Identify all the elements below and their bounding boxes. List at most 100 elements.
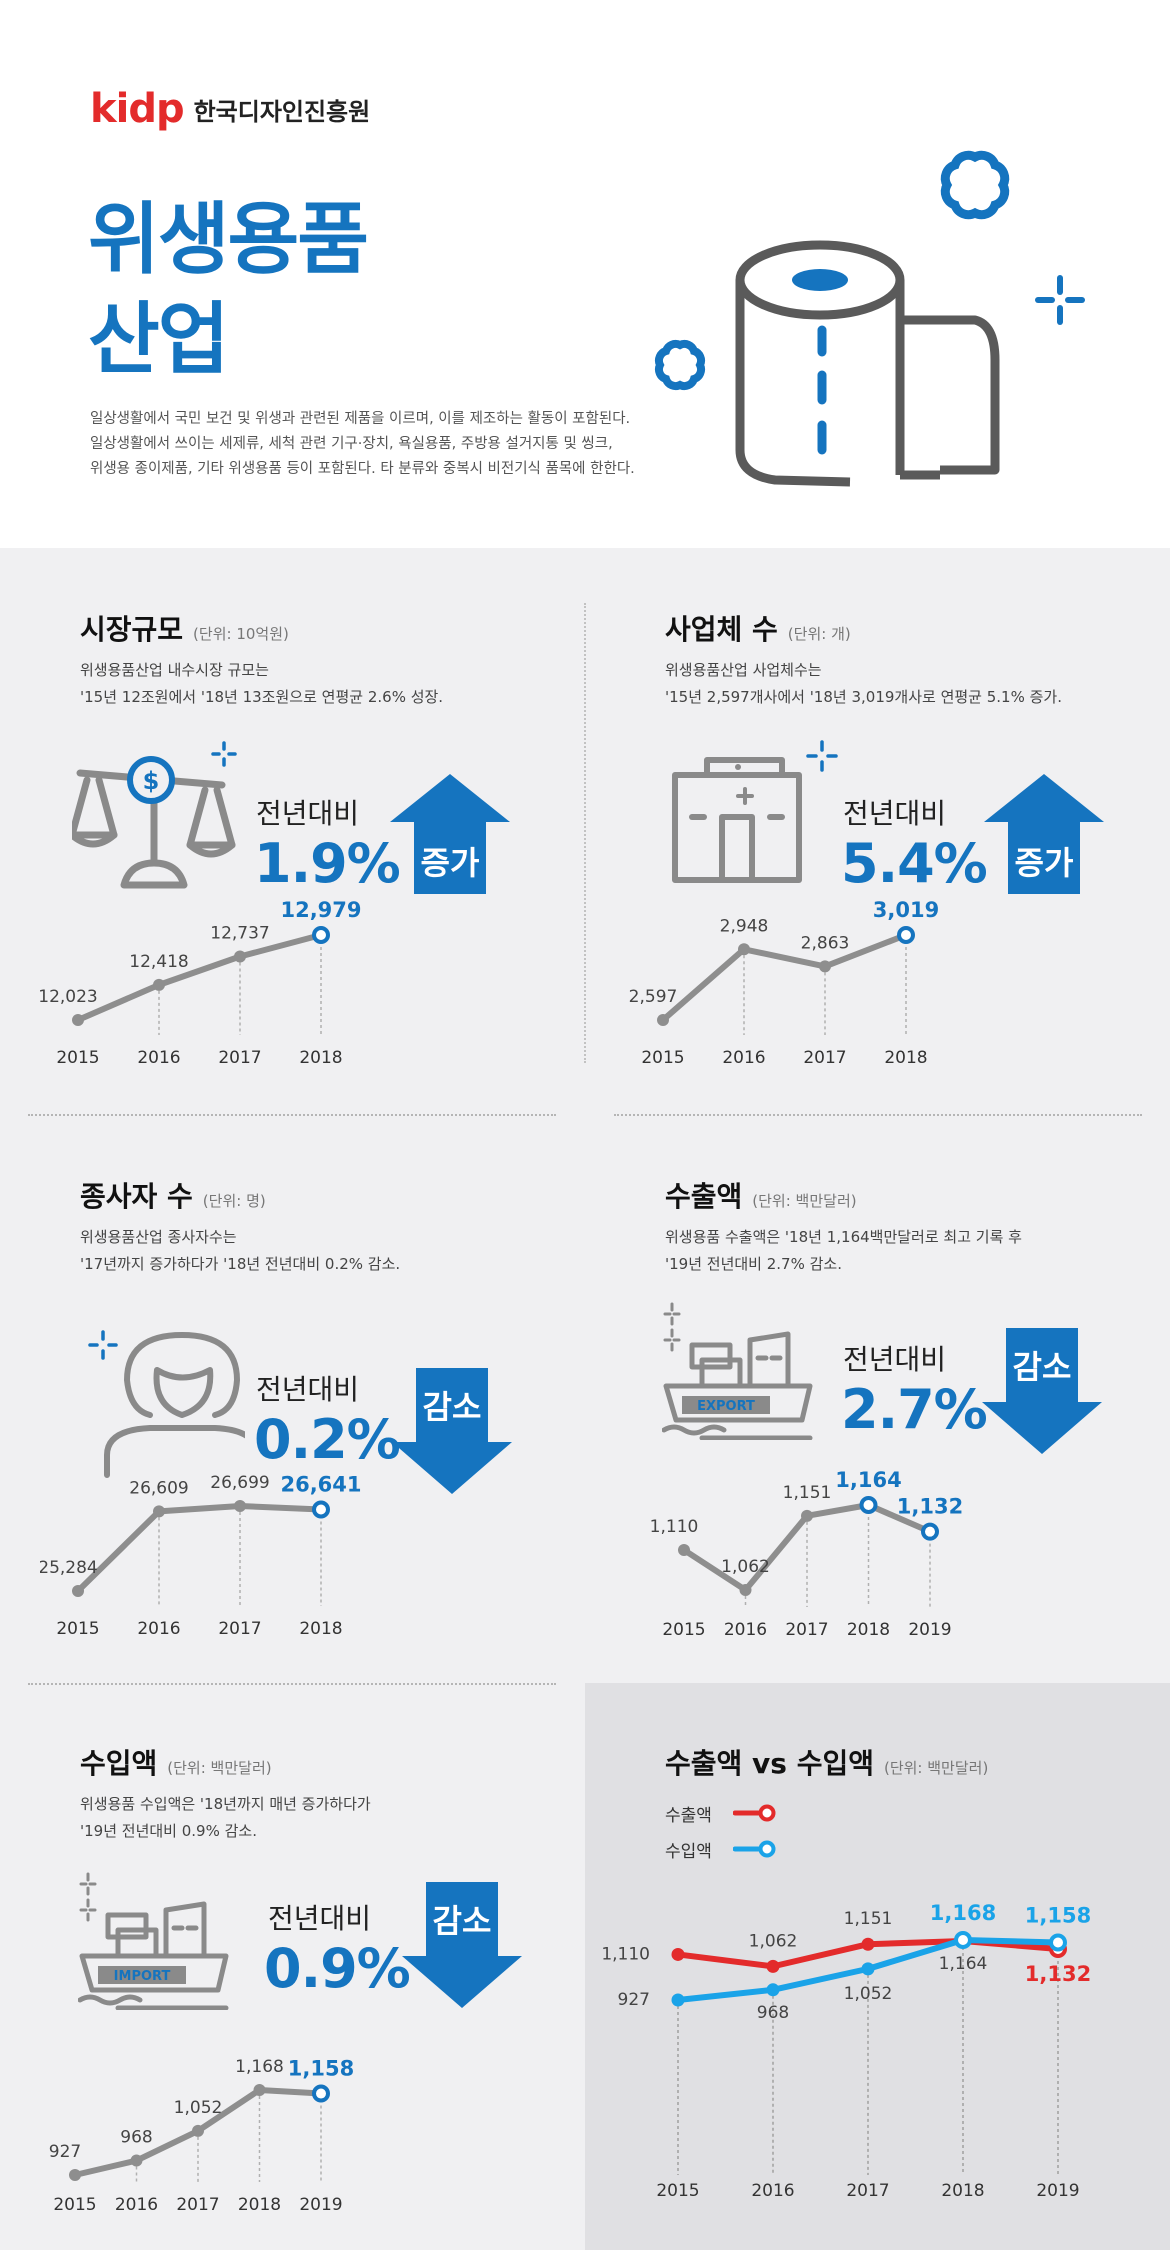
x-tick-label: 2015 — [56, 1619, 99, 1639]
yoy-label: 전년대비 — [843, 1343, 947, 1376]
x-tick-label: 2018 — [847, 1620, 890, 1640]
description-line: '15년 12조원에서 '18년 13조원으로 연평균 2.6% 성장. — [80, 688, 444, 706]
data-point — [678, 1544, 690, 1556]
companies-chart: 2,597 2,948 2,863 3,019 2015 2016 2017 2018 — [629, 898, 940, 1068]
data-label: 1,164 — [835, 1468, 901, 1492]
section-title: 수입액 (단위: 백만달러) — [80, 1742, 272, 1782]
export-data-point — [766, 1959, 780, 1973]
data-label: 1,062 — [721, 1557, 770, 1577]
data-point — [153, 978, 165, 991]
import-data-point — [1049, 1933, 1067, 1952]
data-point — [819, 960, 831, 973]
export-data-label: 1,164 — [939, 1954, 988, 1974]
data-label: 25,284 — [40, 1558, 98, 1578]
import-data-point — [671, 1993, 685, 2007]
yoy-value: 2.7% — [841, 1378, 988, 1441]
description-line: '19년 전년대비 2.7% 감소. — [665, 1255, 842, 1273]
data-point — [739, 1584, 752, 1596]
yoy-value: 5.4% — [841, 832, 988, 895]
data-point — [72, 1585, 84, 1597]
row-divider — [28, 1114, 556, 1116]
x-tick-label: 2017 — [218, 1619, 261, 1639]
series-line — [75, 1503, 324, 1594]
description-line: 일상생활에서 쓰이는 세제류, 세척 관련 기구·장치, 욕실용품, 주방용 설… — [90, 436, 613, 452]
x-tick-label: 2015 — [656, 2181, 699, 2201]
data-point — [69, 2169, 81, 2181]
data-label: 927 — [49, 2142, 81, 2162]
x-tick-label: 2016 — [115, 2195, 158, 2215]
data-label: 26,699 — [210, 1473, 269, 1493]
logo: kidp 한국디자인진흥원 — [90, 86, 370, 132]
legend-item-import: 수입액 — [665, 1831, 779, 1867]
series-line — [660, 932, 909, 1023]
data-point — [897, 926, 915, 944]
section-description: 위생용품 수입액은 '18년까지 매년 증가하다가 '19년 전년대비 0.9%… — [80, 1791, 371, 1845]
data-label: 12,418 — [129, 952, 188, 972]
data-point — [312, 1500, 330, 1519]
x-tick-label: 2017 — [176, 2195, 219, 2215]
legend-swatch-import — [733, 1840, 776, 1858]
yoy-value: 0.9% — [264, 1937, 411, 2000]
page-title: 위생용품 산업 — [88, 190, 369, 390]
page-title-line1: 위생용품 — [88, 195, 369, 285]
export-data-point — [861, 1937, 875, 1951]
scale-icon: $ — [72, 741, 237, 889]
data-label: 1,132 — [897, 1495, 963, 1519]
data-point — [738, 943, 750, 956]
export-ship-icon: EXPORT — [662, 1302, 813, 1440]
data-label: 12,023 — [40, 987, 98, 1007]
export-data-label: 1,110 — [601, 1944, 650, 1964]
compare-chart: 1,110 1,062 1,151 1,164 1,132 927 968 1,052 1,16… — [601, 1901, 1091, 2201]
logo-text: 한국디자인진흥원 — [193, 97, 371, 126]
data-label: 12,737 — [210, 924, 269, 944]
yoy-value: 0.2% — [254, 1408, 401, 1471]
data-point — [801, 1509, 813, 1522]
sparkle-icon — [1035, 275, 1085, 325]
x-tick-label: 2016 — [137, 1048, 180, 1068]
data-label: 1,110 — [650, 1517, 699, 1537]
section-title-text: 수출액 vs 수입액 — [665, 1747, 874, 1780]
data-point — [234, 950, 246, 963]
increase-arrow: 증가 — [390, 774, 510, 894]
import-data-point — [954, 1931, 972, 1949]
section-unit: (단위: 백만달러) — [752, 1192, 857, 1210]
decrease-arrow: 감소 — [392, 1368, 512, 1494]
yoy-label: 전년대비 — [256, 797, 360, 830]
data-point — [192, 2124, 204, 2137]
legend-item-export: 수출액 — [665, 1795, 779, 1831]
data-label: 12,979 — [280, 898, 361, 922]
row-divider — [28, 1683, 556, 1685]
data-point — [657, 1014, 669, 1026]
section-unit: (단위: 백만달러) — [883, 1759, 989, 1777]
data-label: 1,052 — [174, 2098, 223, 2118]
export-data-label: 1,151 — [844, 1909, 893, 1929]
section-unit: (단위: 백만달러) — [167, 1759, 272, 1777]
x-tick-label: 2018 — [299, 1048, 342, 1068]
section-title: 종사자 수 (단위: 명) — [80, 1175, 266, 1215]
import-data-label: 1,158 — [1025, 1903, 1091, 1927]
data-point — [130, 2154, 143, 2167]
section-title-text: 시장규모 — [80, 613, 184, 646]
data-label: 26,641 — [280, 1472, 361, 1496]
section-title: 시장규모 (단위: 10억원) — [80, 608, 289, 648]
legend-swatch-export — [733, 1804, 776, 1822]
export-data-label: 1,062 — [749, 1931, 798, 1951]
legend-label: 수출액 — [665, 1805, 712, 1826]
legend: 수출액 수입액 — [665, 1795, 779, 1867]
x-tick-label: 2018 — [238, 2195, 281, 2215]
yoy-label: 전년대비 — [268, 1902, 372, 1935]
data-point — [921, 1522, 939, 1541]
section-description: 위생용품산업 내수시장 규모는 '15년 12조원에서 '18년 13조원으로 … — [80, 657, 443, 711]
data-point — [72, 1014, 84, 1026]
increase-arrow: 증가 — [984, 774, 1104, 894]
x-tick-label: 2017 — [218, 1048, 261, 1068]
x-tick-label: 2018 — [941, 2181, 984, 2201]
arrow-label: 감소 — [422, 1388, 482, 1426]
x-tick-label: 2017 — [803, 1048, 846, 1068]
section-title-text: 수입액 — [80, 1747, 158, 1780]
decrease-arrow: 감소 — [402, 1882, 522, 2008]
section-title: 사업체 수 (단위: 개) — [665, 608, 851, 648]
x-tick-label: 2016 — [722, 1048, 765, 1068]
data-label: 2,863 — [801, 933, 850, 953]
